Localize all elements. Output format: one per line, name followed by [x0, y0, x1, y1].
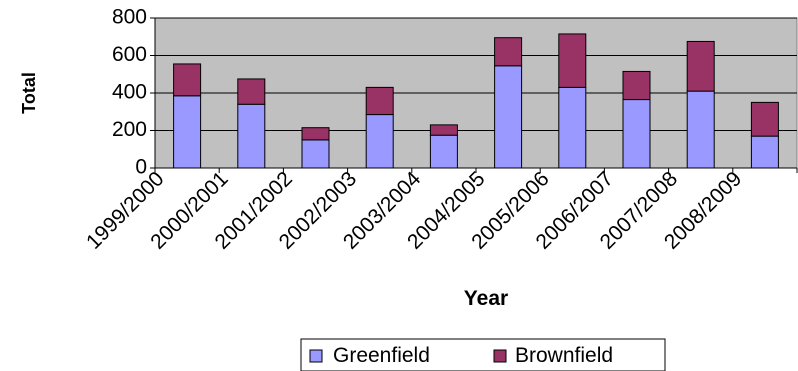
- bar-greenfield-9: [686, 90, 715, 169]
- bar-brownfield-5: [429, 124, 458, 136]
- y-tick-label: 600: [112, 43, 147, 66]
- bar-greenfield-7: [558, 86, 587, 169]
- y-tick-label: 400: [112, 81, 147, 104]
- bar-greenfield-10: [750, 135, 779, 169]
- bar-greenfield-8: [622, 99, 651, 169]
- bar-brownfield-4: [365, 86, 394, 116]
- bar-greenfield-2: [237, 103, 266, 169]
- bar-brownfield-6: [494, 37, 523, 67]
- legend-box: [300, 338, 666, 371]
- bar-greenfield-4: [365, 114, 394, 169]
- bar-greenfield-1: [173, 95, 202, 169]
- x-axis-title: Year: [464, 287, 508, 310]
- bar-brownfield-7: [558, 33, 587, 88]
- bar-greenfield-3: [301, 139, 330, 169]
- legend-label-brownfield: Brownfield: [515, 344, 613, 367]
- y-axis-ticks: 0 200 400 600 800: [112, 6, 155, 179]
- y-tick-label: 800: [112, 6, 147, 29]
- x-axis-ticks: 1999/20002000/20012001/20022002/20032003…: [82, 167, 798, 254]
- bar-brownfield-8: [622, 70, 651, 101]
- legend: Greenfield Brownfield: [300, 338, 666, 371]
- bar-brownfield-3: [301, 127, 330, 141]
- bar-brownfield-2: [237, 78, 266, 105]
- legend-swatch-greenfield: [309, 349, 323, 363]
- legend-swatch-brownfield: [493, 349, 507, 363]
- legend-label-greenfield: Greenfield: [333, 344, 430, 367]
- y-tick-label: 0: [135, 156, 147, 179]
- y-tick-label: 200: [112, 118, 147, 141]
- y-axis-title: Total: [19, 72, 39, 114]
- bar-greenfield-6: [494, 65, 523, 169]
- bar-brownfield-1: [173, 63, 202, 97]
- bar-greenfield-5: [429, 134, 458, 169]
- bar-brownfield-10: [750, 101, 779, 137]
- bar-brownfield-9: [686, 40, 715, 92]
